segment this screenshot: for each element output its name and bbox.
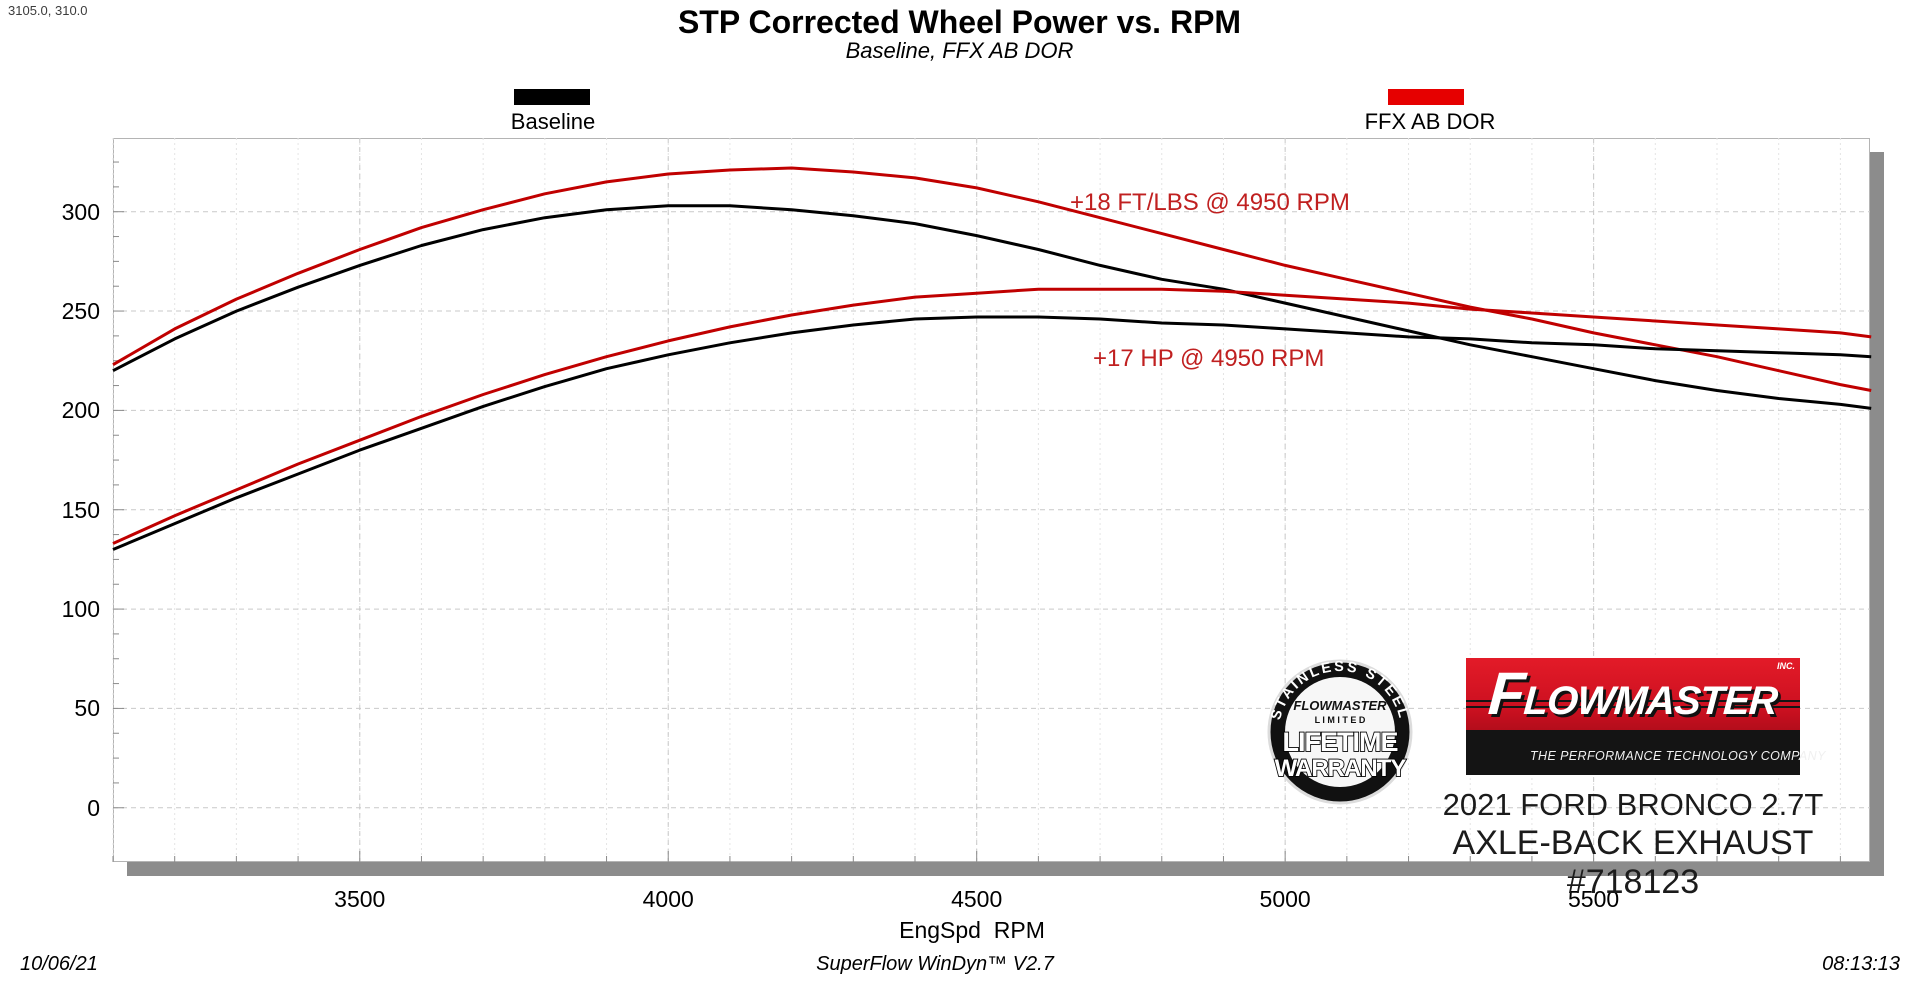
- product-caption: AXLE-BACK EXHAUST #718123: [1452, 824, 1814, 901]
- x-tick-label: 4500: [951, 886, 1003, 912]
- x-tick-label: 4000: [642, 886, 694, 912]
- badge-limited-text: L I M I T E D: [1315, 715, 1366, 725]
- legend-ffx-label: FFX AB DOR: [1364, 109, 1496, 134]
- logo-pinstripes: [1466, 700, 1800, 712]
- y-tick-label: 50: [74, 695, 100, 722]
- dyno-chart-plot: [112, 138, 1872, 862]
- legend-baseline-label: Baseline: [510, 109, 596, 134]
- cursor-readout: 3105.0, 310.0: [8, 3, 88, 18]
- logo-red-band: [1466, 658, 1800, 730]
- logo-wordmark: FLOWMASTER: [1486, 660, 1779, 727]
- y-tick-label: 100: [61, 596, 100, 623]
- badge-brand-text: FLOWMASTER: [1293, 698, 1387, 713]
- vehicle-caption: 2021 FORD BRONCO 2.7T: [1442, 787, 1824, 822]
- y-tick-label: 300: [61, 198, 100, 225]
- power-gain-annotation: +17 HP @ 4950 RPM: [1093, 345, 1325, 372]
- badge-warranty-text: WARRANTY: [1275, 755, 1407, 782]
- logo-inc-text: INC.: [1777, 661, 1795, 671]
- badge-lifetime-text: LIFETIME: [1283, 727, 1398, 757]
- logo-black-band: [1466, 730, 1800, 775]
- legend-ffx-swatch: [1388, 89, 1464, 105]
- x-tick-label: 5500: [1568, 886, 1620, 912]
- torque-gain-annotation: +18 FT/LBS @ 4950 RPM: [1070, 189, 1350, 216]
- legend-baseline-swatch: [514, 89, 590, 105]
- y-tick-label: 200: [61, 397, 100, 424]
- chart-subtitle: Baseline, FFX AB DOR: [845, 38, 1074, 63]
- plot-shadow-bottom: [127, 862, 1884, 876]
- plot-shadow-right: [1870, 152, 1884, 862]
- footer-time: 08:13:13: [1822, 953, 1900, 975]
- footer-date: 10/06/21: [20, 953, 98, 975]
- footer-software-name: SuperFlow WinDyn™ V2.7: [816, 953, 1054, 975]
- chart-title: STP Corrected Wheel Power vs. RPM: [677, 4, 1242, 40]
- y-tick-label: 0: [87, 794, 100, 821]
- logo-tagline: THE PERFORMANCE TECHNOLOGY COMPANY: [1530, 749, 1826, 763]
- x-tick-label: 3500: [334, 886, 386, 912]
- x-tick-label: 5000: [1259, 886, 1311, 912]
- y-tick-label: 250: [61, 298, 100, 325]
- y-tick-label: 150: [61, 496, 100, 523]
- lifetime-warranty-badge: STAINLESS STEEL FLOWMASTER L I M I T E D…: [1267, 659, 1413, 805]
- flowmaster-logo: FLOWMASTER INC. THE PERFORMANCE TECHNOLO…: [1466, 658, 1825, 775]
- x-axis-title: EngSpd RPM: [899, 917, 1045, 943]
